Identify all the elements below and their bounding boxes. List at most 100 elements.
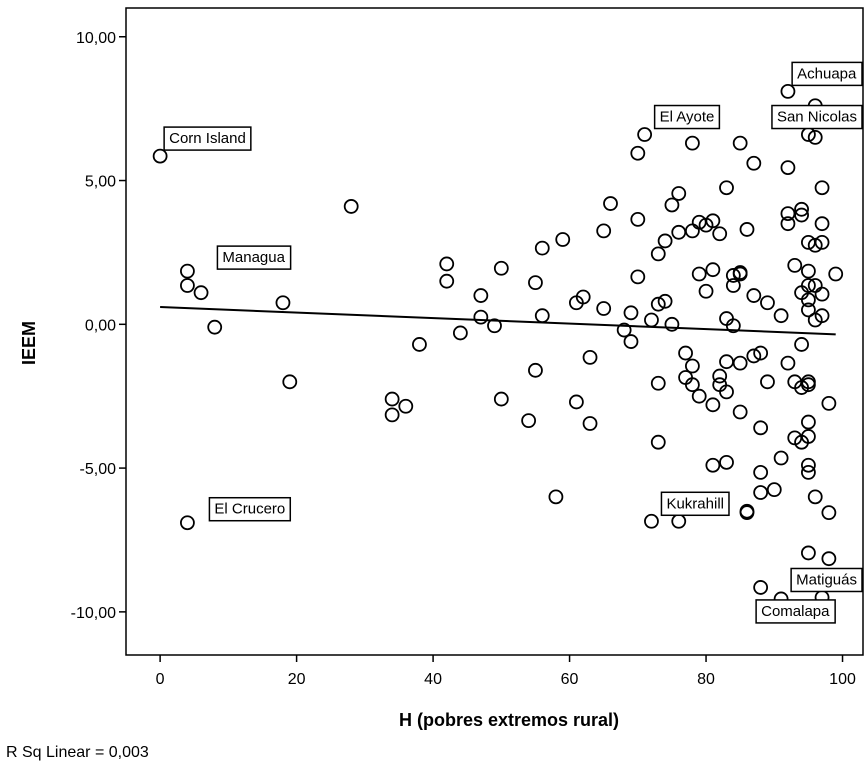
data-point	[739, 505, 755, 521]
y-axis: 10,00 5,00 0,00 -5,00 -10,00	[71, 30, 126, 622]
data-point	[705, 397, 721, 413]
data-point	[828, 266, 844, 282]
data-point	[603, 196, 618, 211]
data-point	[705, 213, 721, 229]
point-label-box: Matiguás	[790, 567, 863, 593]
point-labels: Corn Island Managua El Crucero El Ayote Achu…	[163, 61, 863, 624]
y-axis-title: IEEM	[19, 321, 39, 365]
data-point	[801, 374, 816, 390]
data-point	[691, 266, 707, 282]
data-point	[780, 83, 796, 99]
x-tick-label: 60	[561, 671, 579, 688]
data-point	[650, 296, 666, 312]
data-point	[753, 345, 769, 361]
data-point	[684, 223, 700, 239]
data-point	[814, 234, 830, 250]
data-point	[180, 278, 195, 293]
data-point	[753, 465, 769, 480]
data-point	[534, 308, 550, 324]
point-label-frame	[790, 567, 863, 593]
data-point	[596, 301, 612, 316]
data-point	[821, 551, 837, 567]
data-point	[684, 377, 700, 393]
data-point	[548, 489, 564, 505]
point-label-text: Managua	[222, 249, 285, 266]
data-point	[193, 285, 209, 301]
data-point	[807, 237, 823, 253]
data-point	[487, 318, 502, 334]
data-point	[732, 135, 748, 151]
y-tick-label: -5,00	[80, 461, 117, 478]
point-label-frame	[208, 496, 292, 522]
data-point	[814, 286, 830, 302]
data-point	[473, 309, 489, 325]
data-point	[719, 180, 734, 196]
data-point	[152, 148, 168, 164]
data-point	[801, 457, 816, 473]
data-point	[207, 319, 223, 335]
x-tick-label: 20	[288, 671, 306, 688]
data-point	[630, 145, 646, 161]
data-point	[671, 513, 687, 529]
point-label-frame	[163, 126, 252, 151]
data-point	[732, 355, 748, 371]
data-point	[275, 295, 291, 311]
data-point	[180, 515, 195, 531]
data-point	[650, 246, 666, 262]
point-label-box: Comalapa	[755, 599, 836, 624]
point-label-text: Kukrahill	[666, 495, 724, 512]
data-point	[732, 404, 748, 420]
data-point	[712, 226, 728, 242]
data-point	[719, 384, 734, 400]
point-label-text: Corn Island	[169, 130, 246, 147]
point-label-frame	[216, 245, 292, 270]
data-point	[725, 278, 741, 293]
data-point	[801, 278, 816, 293]
data-point	[780, 160, 796, 175]
data-point	[678, 345, 693, 361]
data-point	[773, 450, 789, 466]
point-label-box: Kukrahill	[660, 491, 730, 517]
data-point	[596, 223, 612, 239]
data-point	[766, 482, 782, 498]
data-point	[814, 180, 830, 196]
plot-frame	[125, 7, 864, 656]
data-point	[630, 269, 646, 285]
data-point	[671, 224, 687, 240]
data-point	[568, 394, 584, 410]
data-point	[623, 334, 639, 349]
data-point	[521, 413, 537, 429]
data-point	[412, 337, 427, 352]
data-point	[821, 395, 837, 411]
point-label-text: San Nicolas	[777, 109, 857, 126]
point-label-text: Achuapa	[797, 65, 857, 82]
x-axis: 0 20 40 60 80 100	[156, 655, 856, 688]
data-point	[650, 375, 666, 391]
data-point	[746, 288, 762, 303]
data-point	[732, 266, 748, 282]
x-tick-label: 40	[424, 671, 442, 688]
data-point	[719, 354, 734, 370]
data-point	[439, 256, 455, 272]
data-point	[773, 308, 789, 324]
data-point	[719, 454, 734, 470]
data-point	[794, 207, 809, 223]
data-point	[637, 127, 653, 142]
data-point	[650, 434, 666, 450]
point-label-frame	[791, 61, 863, 87]
data-point	[739, 222, 755, 237]
data-point	[657, 233, 673, 249]
data-point	[753, 420, 769, 436]
data-point	[787, 257, 803, 273]
data-point	[534, 240, 550, 256]
point-label-text: El Crucero	[214, 501, 285, 518]
point-label-box: Corn Island	[163, 126, 252, 151]
point-label-box: Managua	[216, 245, 292, 270]
data-point	[555, 232, 571, 247]
data-point	[780, 216, 796, 232]
x-tick-label: 80	[697, 671, 715, 688]
data-point	[630, 211, 646, 227]
data-point	[801, 545, 816, 561]
data-point	[760, 374, 775, 390]
